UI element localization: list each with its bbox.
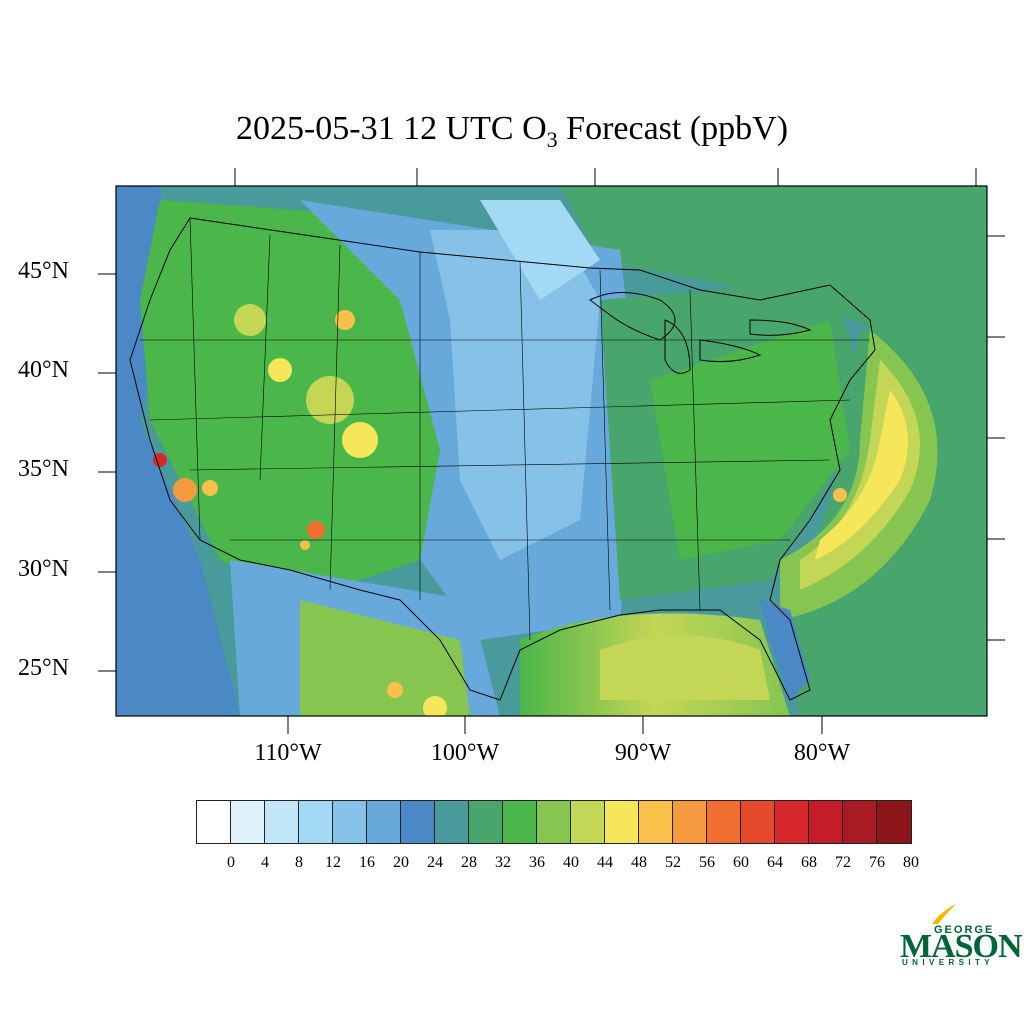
colorbar-label: 44 — [597, 854, 613, 871]
colorbar-swatch — [367, 801, 401, 843]
colorbar-label: 36 — [529, 854, 545, 871]
colorbar-label: 28 — [461, 854, 477, 871]
colorbar-swatch — [571, 801, 605, 843]
boundaries — [129, 217, 876, 701]
colorbar-label: 80 — [903, 854, 919, 871]
colorbar-swatch — [877, 801, 911, 843]
colorbar-label: 8 — [295, 854, 303, 871]
colorbar-label: 12 — [325, 854, 341, 871]
map-frame — [115, 185, 988, 717]
colorbar-swatch — [231, 801, 265, 843]
lon-label-90: 90°W — [614, 740, 672, 766]
colorbar-label: 48 — [631, 854, 647, 871]
colorbar-swatch — [333, 801, 367, 843]
lon-label-80: 80°W — [793, 740, 851, 766]
colorbar-swatch — [537, 801, 571, 843]
colorbar-swatch — [605, 801, 639, 843]
colorbar-label: 60 — [733, 854, 749, 871]
colorbar-swatch — [741, 801, 775, 843]
colorbar-label: 72 — [835, 854, 851, 871]
colorbar-swatches — [196, 800, 912, 844]
logo-flame-icon — [932, 904, 956, 924]
colorbar-swatch — [469, 801, 503, 843]
colorbar-label: 40 — [563, 854, 579, 871]
colorbar-swatch — [197, 801, 231, 843]
colorbar-swatch — [775, 801, 809, 843]
colorbar-swatch — [843, 801, 877, 843]
colorbar-swatch — [673, 801, 707, 843]
colorbar-label: 64 — [767, 854, 783, 871]
lat-label-30: 30°N — [18, 556, 69, 582]
colorbar-label: 32 — [495, 854, 511, 871]
lon-label-100: 100°W — [430, 740, 500, 766]
lat-label-40: 40°N — [18, 357, 69, 383]
colorbar-swatch — [503, 801, 537, 843]
concentration-field — [116, 186, 987, 716]
colorbar-label: 20 — [393, 854, 409, 871]
tick-marks — [98, 168, 1005, 734]
colorbar-label: 76 — [869, 854, 885, 871]
colorbar-label: 4 — [261, 854, 269, 871]
colorbar-swatch — [435, 801, 469, 843]
map-title: 2025-05-31 12 UTC O3 Forecast (ppbV) — [235, 110, 789, 152]
colorbar-label: 68 — [801, 854, 817, 871]
colorbar-swatch — [299, 801, 333, 843]
colorbar-swatch — [265, 801, 299, 843]
lat-label-45: 45°N — [18, 258, 69, 284]
lat-label-25: 25°N — [18, 655, 69, 681]
colorbar: 0 4 8 12 16 20 24 28 32 36 40 44 48 52 56 60 64 68 72 76 80 — [196, 800, 919, 878]
colorbar-swatch — [401, 801, 435, 843]
colorbar-label: 24 — [427, 854, 443, 871]
colorbar-label: 56 — [699, 854, 715, 871]
colorbar-label: 16 — [359, 854, 375, 871]
lat-label-35: 35°N — [18, 456, 69, 482]
colorbar-labels: 0 4 8 12 16 20 24 28 32 36 40 44 48 52 56 60 64 68 72 76 80 — [196, 854, 919, 878]
colorbar-swatch — [707, 801, 741, 843]
colorbar-swatch — [639, 801, 673, 843]
colorbar-swatch — [809, 801, 843, 843]
gmu-logo: GEORGE MASON UNIVERSITY — [900, 900, 1023, 970]
lon-label-110: 110°W — [254, 740, 322, 766]
colorbar-label: 52 — [665, 854, 681, 871]
western-hotspots — [153, 304, 847, 716]
colorbar-label: 0 — [227, 854, 235, 871]
